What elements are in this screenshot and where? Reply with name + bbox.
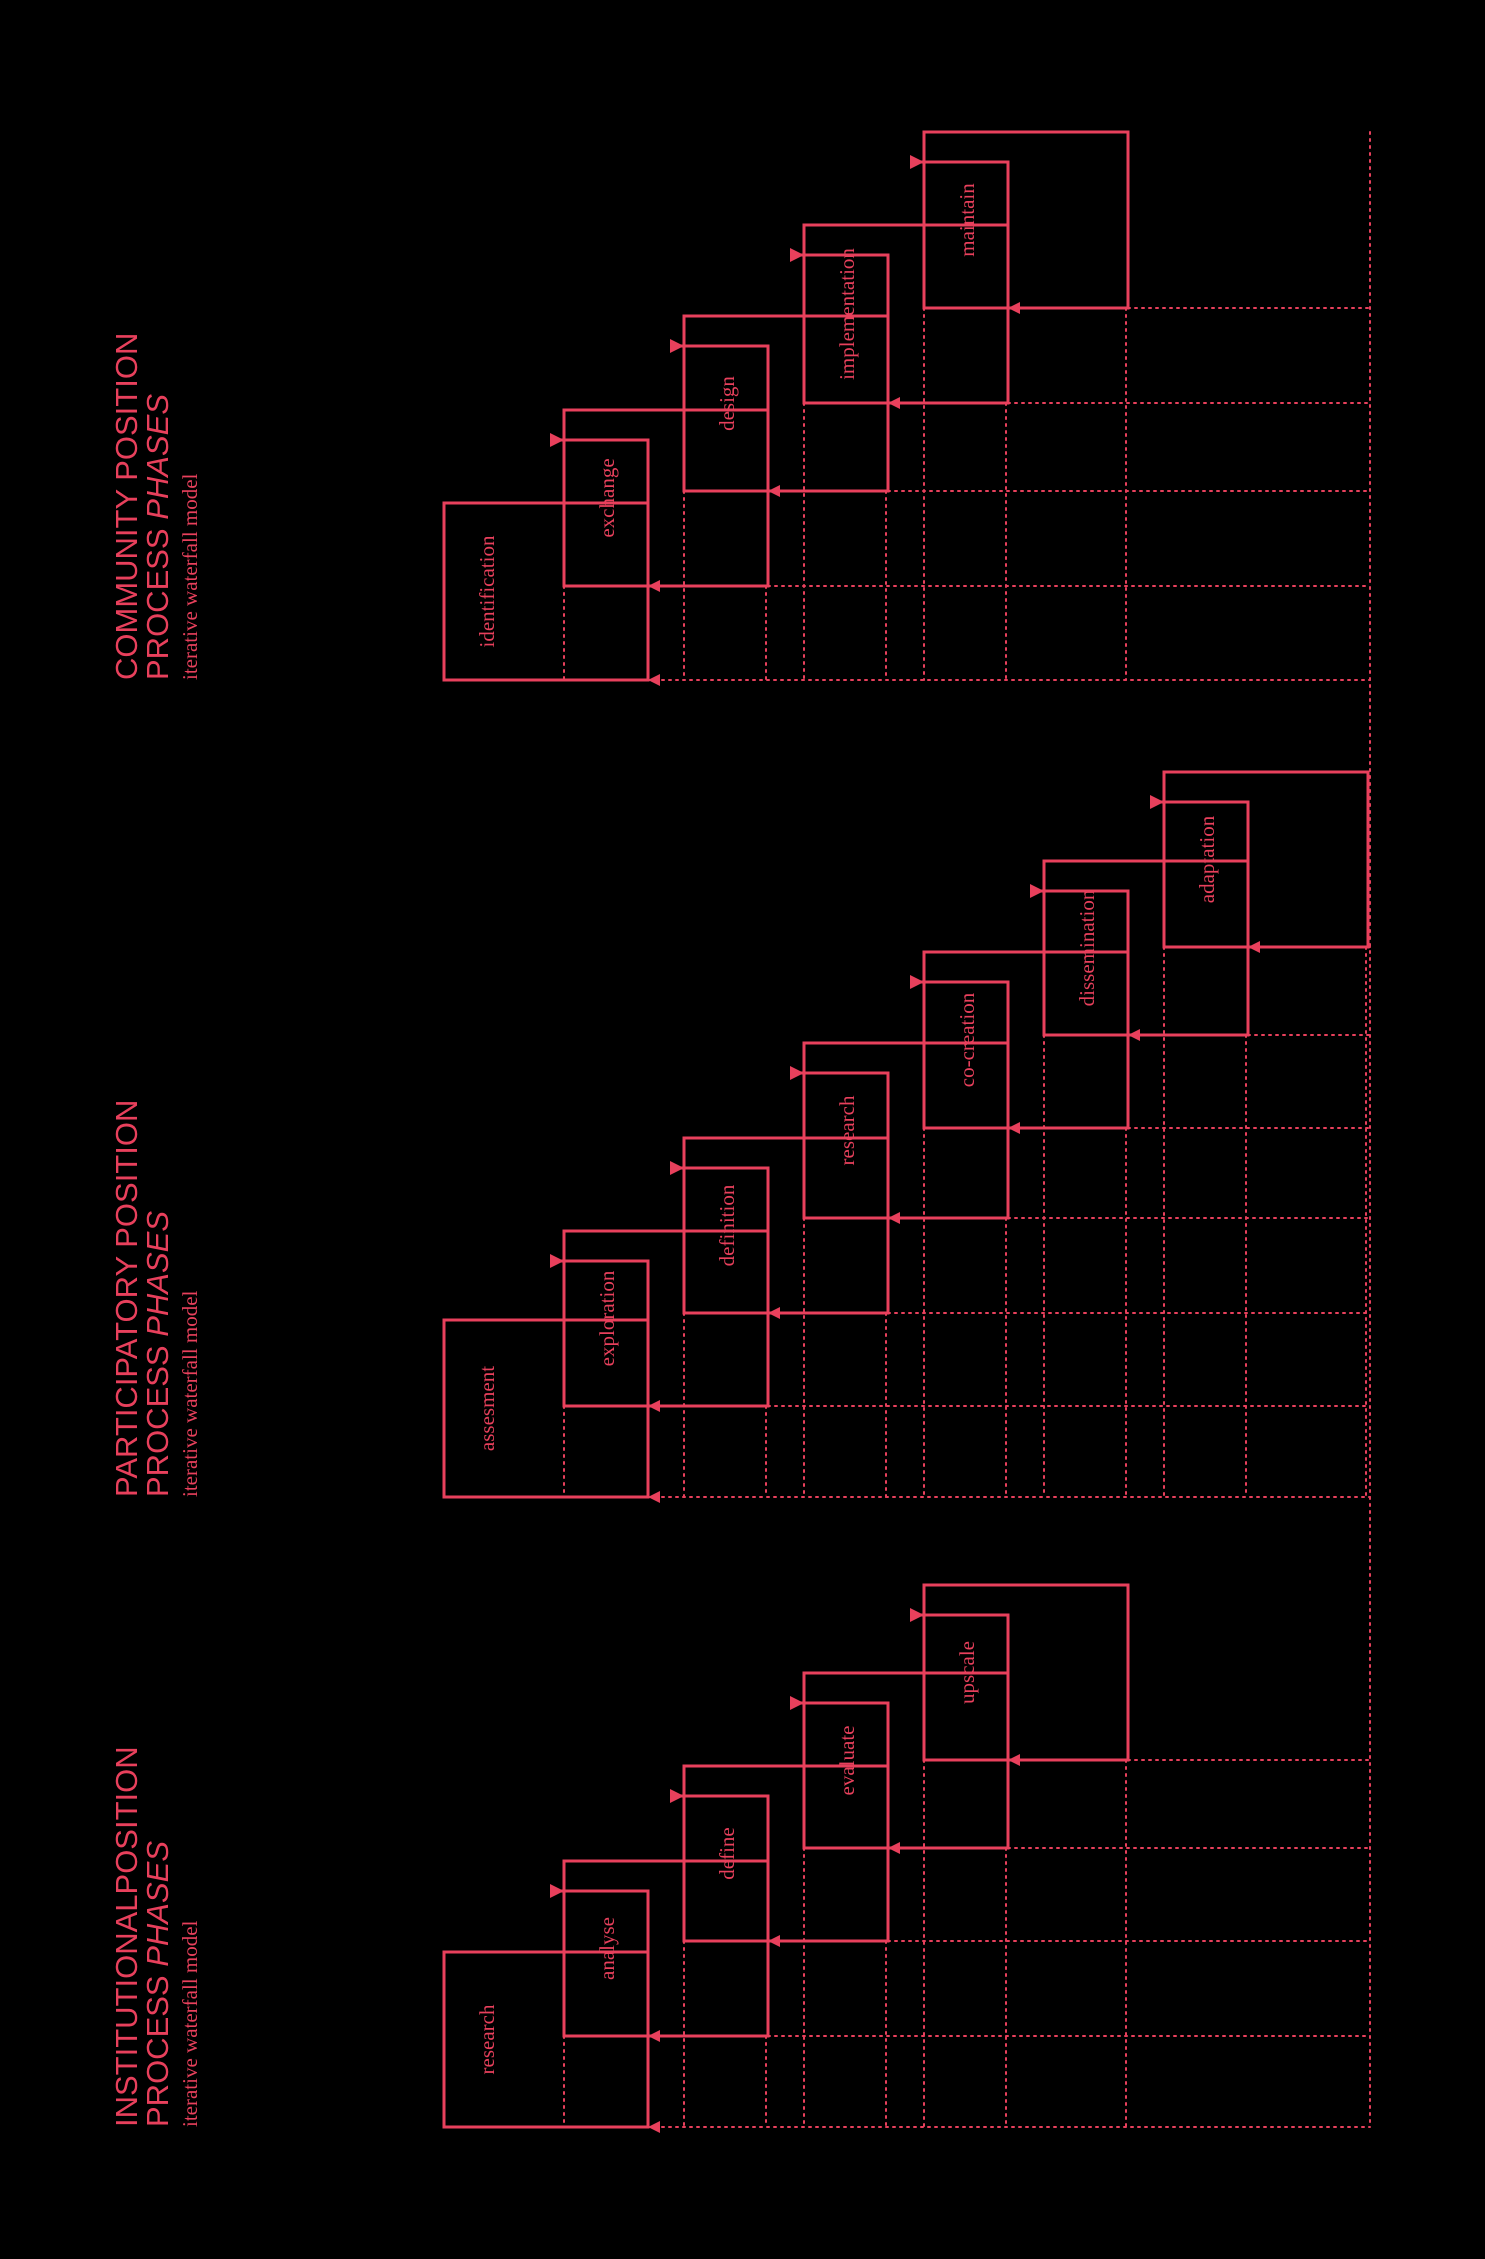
phase-box-maintain: maintain bbox=[922, 130, 1130, 310]
forward-arrowhead bbox=[670, 339, 684, 353]
phase-label: adaptation bbox=[1195, 815, 1219, 903]
forward-connector bbox=[672, 344, 770, 430]
phase-label: definition bbox=[715, 1184, 739, 1266]
phase-label: co-creation bbox=[955, 992, 979, 1087]
phase-label: exploration bbox=[595, 1270, 619, 1366]
phase-box-exchange: exchange bbox=[562, 408, 770, 588]
phase-label: maintain bbox=[955, 183, 979, 257]
phase-label: research bbox=[475, 2004, 499, 2074]
phase-box-upscale: upscale bbox=[922, 1583, 1130, 1762]
phase-label: design bbox=[715, 376, 739, 431]
forward-connector bbox=[792, 1701, 890, 1786]
feedback-arrowhead bbox=[648, 1491, 660, 1503]
forward-connector bbox=[912, 1613, 1010, 1693]
phase-box-frame bbox=[442, 501, 650, 682]
phase-box-define: define bbox=[682, 1764, 890, 1943]
forward-arrowhead bbox=[550, 1254, 564, 1268]
phase-box-assesment: assesment bbox=[442, 1318, 650, 1499]
feedback-arrowhead bbox=[648, 2121, 660, 2133]
forward-arrowhead bbox=[910, 975, 924, 989]
forward-connector bbox=[912, 160, 1010, 245]
forward-arrowhead bbox=[790, 248, 804, 262]
section-process-line: PROCESS PHASES bbox=[140, 394, 175, 680]
phase-label: research bbox=[835, 1095, 859, 1165]
forward-connector bbox=[792, 253, 890, 336]
forward-arrowhead bbox=[910, 1608, 924, 1622]
phase-box-frame bbox=[562, 408, 770, 588]
section-process-line: PROCESS PHASES bbox=[140, 1211, 175, 1497]
section-subtitle: iterative waterfall model bbox=[178, 473, 202, 680]
phase-box-implementation: implementation bbox=[802, 223, 1010, 405]
forward-connector bbox=[792, 1071, 890, 1158]
phase-box-analyse: analyse bbox=[562, 1859, 770, 2038]
phase-box-exploration: exploration bbox=[562, 1229, 770, 1408]
phase-label: exchange bbox=[595, 458, 619, 537]
section-title-institutional: INSTITUTIONALPOSITION PROCESS PHASES ite… bbox=[109, 1746, 202, 2127]
phase-box-frame bbox=[1162, 770, 1370, 949]
phase-box-frame bbox=[922, 130, 1130, 310]
feedback-arrowhead bbox=[648, 674, 660, 686]
forward-connector bbox=[912, 980, 1010, 1063]
phase-box-frame bbox=[922, 950, 1130, 1130]
phase-label: evaluate bbox=[835, 1726, 859, 1796]
forward-arrowhead bbox=[910, 155, 924, 169]
phase-label: upscale bbox=[955, 1641, 979, 1704]
forward-arrowhead bbox=[790, 1066, 804, 1080]
section-subtitle: iterative waterfall model bbox=[178, 1290, 202, 1497]
forward-connector bbox=[1032, 889, 1130, 972]
phase-box-frame bbox=[682, 1764, 890, 1943]
phase-box-research: research bbox=[442, 1950, 650, 2129]
phase-box-frame bbox=[442, 1318, 650, 1499]
forward-arrowhead bbox=[1150, 795, 1164, 809]
phase-label: identification bbox=[475, 535, 499, 647]
phase-box-cocreation: co-creation bbox=[922, 950, 1130, 1130]
forward-arrowhead bbox=[790, 1696, 804, 1710]
phase-box-design: design bbox=[682, 314, 890, 493]
section-title-participatory: PARTICIPATORY POSITION PROCESS PHASES it… bbox=[109, 1100, 202, 1497]
section-heading: INSTITUTIONALPOSITION bbox=[109, 1746, 144, 2127]
section-heading: COMMUNITY POSITION bbox=[109, 333, 144, 680]
phase-box-adaptation: adaptation bbox=[1162, 770, 1370, 949]
phase-box-frame bbox=[442, 1950, 650, 2129]
forward-connector bbox=[1152, 800, 1250, 881]
forward-connector bbox=[552, 1259, 650, 1340]
phase-box-frame bbox=[802, 1041, 1010, 1220]
phase-label: define bbox=[715, 1827, 739, 1879]
phase-label: assesment bbox=[475, 1366, 499, 1451]
forward-arrowhead bbox=[670, 1789, 684, 1803]
phase-box-frame bbox=[682, 1136, 890, 1315]
section-heading: PARTICIPATORY POSITION bbox=[109, 1100, 144, 1497]
phase-box-definition: definition bbox=[682, 1136, 890, 1315]
forward-connector bbox=[552, 1889, 650, 1972]
phase-box-research: research bbox=[802, 1041, 1010, 1220]
forward-arrowhead bbox=[1030, 884, 1044, 898]
phase-label: implementation bbox=[835, 248, 859, 380]
phase-box-frame bbox=[802, 223, 1010, 405]
phase-box-frame bbox=[562, 1859, 770, 2038]
forward-connector bbox=[672, 1166, 770, 1251]
phase-box-frame bbox=[922, 1583, 1130, 1762]
forward-arrowhead bbox=[550, 433, 564, 447]
forward-arrowhead bbox=[670, 1161, 684, 1175]
section-subtitle: iterative waterfall model bbox=[178, 1920, 202, 2127]
forward-arrowhead bbox=[550, 1884, 564, 1898]
phase-label: dissemination bbox=[1075, 889, 1099, 1006]
forward-connector bbox=[552, 438, 650, 523]
phase-label: analyse bbox=[595, 1917, 619, 1980]
phase-boxes: research analyse define evaluate upscale asse… bbox=[442, 130, 1370, 2129]
section-process-line: PROCESS PHASES bbox=[140, 1841, 175, 2127]
phase-box-identification: identification bbox=[442, 501, 650, 682]
section-title-community: COMMUNITY POSITION PROCESS PHASES iterat… bbox=[109, 333, 202, 680]
forward-connector bbox=[672, 1794, 770, 1881]
phase-box-frame bbox=[562, 1229, 770, 1408]
